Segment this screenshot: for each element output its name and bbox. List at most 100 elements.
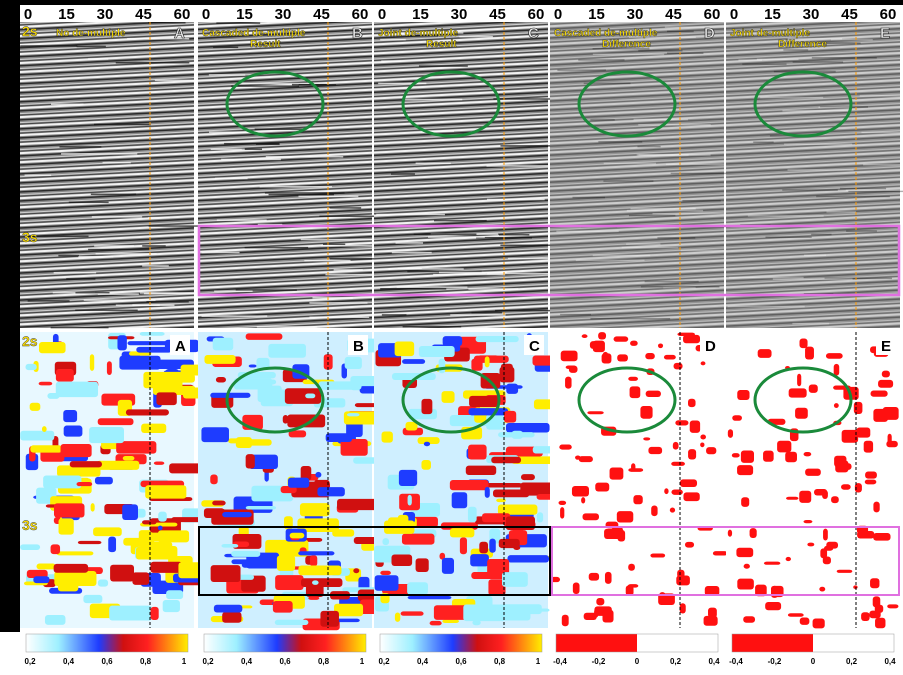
similarity-blob [287, 477, 310, 488]
colorbar [555, 633, 719, 653]
similarity-blob [407, 582, 428, 595]
similarity-blob [93, 527, 122, 537]
similarity-blob [231, 559, 268, 565]
panel-title: Cascaded de-multiple [202, 28, 306, 39]
reflector [254, 128, 305, 130]
reflector [309, 316, 370, 319]
reflector [845, 189, 903, 192]
reflector [590, 317, 671, 320]
similarity-blob [679, 479, 698, 488]
reflector [738, 59, 762, 61]
similarity-blob [520, 482, 559, 496]
reflector [241, 148, 263, 151]
similarity-blob [441, 557, 455, 574]
reflector [628, 214, 676, 217]
reflector [592, 254, 651, 257]
reflector [397, 267, 422, 270]
similarity-blob [870, 578, 880, 589]
panel-letter: D [704, 25, 715, 42]
reflector [626, 209, 704, 212]
similarity-blob [659, 592, 666, 601]
similarity-blob [210, 392, 251, 398]
similarity-blob [803, 452, 812, 457]
x-tick-label: 60 [528, 6, 545, 23]
similarity-blob [700, 434, 706, 440]
x-tick-label: 60 [880, 6, 897, 23]
similarity-blob [468, 408, 509, 416]
similarity-blob [484, 486, 490, 498]
similarity-blob [684, 541, 695, 548]
similarity-blob [334, 603, 364, 617]
similarity-blob [640, 405, 653, 419]
similarity-blob [589, 341, 604, 349]
similarity-blob [77, 540, 102, 545]
reflector [818, 106, 850, 109]
reflector [572, 196, 606, 199]
similarity-blob [795, 407, 808, 419]
reflector [471, 311, 502, 314]
reflector [500, 145, 569, 147]
seismic-panel [726, 22, 903, 328]
similarity-blob [628, 468, 644, 472]
similarity-blob [683, 334, 701, 344]
reflector [784, 143, 853, 145]
reflector [381, 60, 402, 62]
similarity-blob [132, 572, 150, 585]
reflector [83, 299, 156, 301]
reflector [325, 273, 401, 276]
similarity-blob [565, 365, 577, 369]
panel-letter: C [528, 25, 539, 42]
similarity-blob [581, 497, 586, 504]
highlight-ellipse [577, 70, 677, 138]
seismic-image [374, 22, 548, 328]
similarity-blob [786, 496, 799, 500]
similarity-blob [808, 384, 818, 393]
similarity-blob [864, 479, 877, 485]
similarity-blob [688, 398, 696, 408]
reflector [300, 238, 379, 241]
similarity-blob [26, 569, 48, 579]
similarity-blob [465, 465, 497, 476]
time-label: 2s [22, 333, 38, 349]
reflector [638, 154, 689, 156]
reflector [264, 192, 345, 194]
similarity-blob [423, 441, 431, 447]
panel-letter: E [880, 25, 890, 42]
reflector [90, 193, 137, 196]
similarity-blob [749, 528, 757, 538]
panel-title: No de-multiple [56, 28, 126, 39]
reflector [323, 243, 346, 246]
highlight-ellipse [401, 70, 501, 138]
reflector [241, 82, 321, 85]
similarity-blob [153, 461, 165, 465]
similarity-blob [29, 402, 41, 411]
similarity-blob [471, 358, 483, 371]
reflector [846, 230, 877, 232]
similarity-blob [520, 474, 535, 481]
similarity-blob [268, 343, 306, 358]
reflector [244, 246, 309, 249]
similarity-blob [560, 350, 578, 362]
similarity-blob [50, 544, 61, 555]
reflector [231, 85, 300, 87]
x-tick-label: 45 [135, 6, 152, 23]
reflector [148, 225, 200, 227]
similarity-blob [807, 542, 815, 547]
similarity-blob [265, 539, 309, 557]
similarity-blob [604, 528, 622, 539]
reflector [396, 286, 468, 288]
similarity-blob [708, 607, 717, 618]
letter-box [876, 335, 896, 355]
reflector [450, 314, 506, 316]
reflector [578, 59, 625, 61]
colorbar-tick-label: 0,2 [846, 657, 858, 666]
reflector [742, 63, 787, 65]
similarity-blob [109, 605, 153, 621]
reflector [434, 219, 487, 222]
similarity-blob [833, 363, 840, 376]
similarity-blob [150, 561, 183, 573]
similarity-blob [834, 455, 847, 467]
similarity-blob [706, 447, 717, 455]
similarity-blob [374, 575, 399, 591]
